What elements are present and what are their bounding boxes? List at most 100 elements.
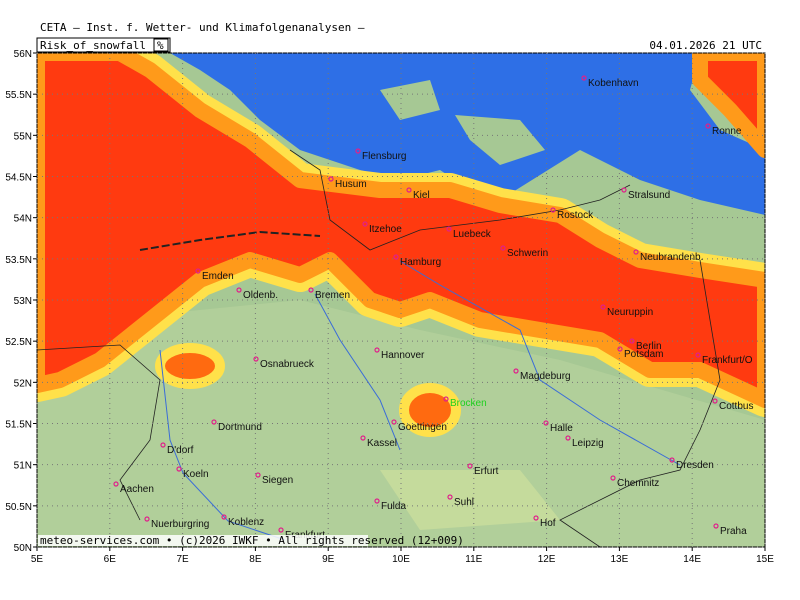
city-marker xyxy=(144,516,150,522)
risk-blob xyxy=(155,343,225,389)
lat-label: 55.5N xyxy=(5,90,32,101)
city-marker xyxy=(629,338,635,344)
city-marker xyxy=(308,287,314,293)
risk-zones xyxy=(37,53,765,437)
city-marker xyxy=(221,514,227,520)
lon-label: 13E xyxy=(611,554,629,565)
city-marker xyxy=(362,221,368,227)
land-shade xyxy=(380,470,560,530)
city-marker xyxy=(406,187,412,193)
city-label: Hannover xyxy=(381,350,425,361)
city-label: Koblenz xyxy=(228,517,264,528)
lat-label: 50.5N xyxy=(5,502,32,513)
city-label: Hamburg xyxy=(400,257,441,268)
lat-label: 51N xyxy=(14,461,32,472)
city-marker xyxy=(513,368,519,374)
city-label: Luebeck xyxy=(453,229,492,240)
city-marker xyxy=(705,123,711,129)
map-field xyxy=(37,53,765,547)
city-label: Cottbus xyxy=(719,401,753,412)
city-label: Dresden xyxy=(676,460,714,471)
city-marker xyxy=(374,347,380,353)
city-label: Halle xyxy=(550,423,573,434)
city-label: Koeln xyxy=(183,469,209,480)
city-label: Bremen xyxy=(315,290,350,301)
lon-label: 6E xyxy=(104,554,117,565)
parameter: Risk_of_snowfall xyxy=(40,39,146,52)
credit-bg xyxy=(38,535,368,546)
city-marker xyxy=(500,245,506,251)
city-marker xyxy=(600,304,606,310)
city-label: Neubrandenb. xyxy=(640,252,703,263)
city-label: Neuruppin xyxy=(607,307,653,318)
city-label: Frankfurt/O xyxy=(702,355,753,366)
unit-box xyxy=(153,38,169,52)
lon-label: 9E xyxy=(322,554,335,565)
city-marker xyxy=(446,226,452,232)
city-label: Osnabrueck xyxy=(260,359,315,370)
peak-label: Brocken xyxy=(450,398,487,409)
city-marker xyxy=(533,515,539,521)
city-label: Aachen xyxy=(120,484,154,495)
city-marker xyxy=(669,457,675,463)
city-marker xyxy=(195,268,201,274)
city-marker xyxy=(255,472,261,478)
city-marker xyxy=(391,419,397,425)
city-label: Kiel xyxy=(413,190,430,201)
city-marker xyxy=(633,249,639,255)
city-marker xyxy=(550,207,556,213)
city-label: Goettingen xyxy=(398,422,447,433)
city-label: Potsdam xyxy=(624,349,663,360)
lon-label: 10E xyxy=(392,554,410,565)
city-label: Oldenb. xyxy=(243,290,278,301)
lat-label: 54N xyxy=(14,214,32,225)
lon-label: 11E xyxy=(465,554,482,565)
city-marker xyxy=(712,398,718,404)
city-label: Ronne xyxy=(712,126,742,137)
city-label: Erfurt xyxy=(474,466,499,477)
city-marker xyxy=(236,287,242,293)
lon-label: 8E xyxy=(249,554,262,565)
city-marker xyxy=(278,527,284,533)
city-marker xyxy=(543,420,549,426)
city-label: D'dorf xyxy=(167,445,194,456)
islands xyxy=(380,80,545,165)
city-marker xyxy=(355,148,361,154)
city-label: Fulda xyxy=(381,501,406,512)
city-marker xyxy=(610,475,616,481)
city-label: Suhl xyxy=(454,497,474,508)
city-marker xyxy=(360,435,366,441)
city-label: Nuerburgring xyxy=(151,519,209,530)
lat-label: 55N xyxy=(14,131,32,142)
city-marker xyxy=(374,498,380,504)
peak-marker xyxy=(443,396,449,402)
city-label: Hof xyxy=(540,518,556,529)
city-marker xyxy=(393,254,399,260)
city-marker xyxy=(565,435,571,441)
lat-label: 52N xyxy=(14,378,32,389)
city-label: Leipzig xyxy=(572,438,604,449)
city-label: Rostock xyxy=(557,210,594,221)
city-marker xyxy=(447,494,453,500)
lon-label: 14E xyxy=(683,554,701,565)
city-label: Kassel xyxy=(367,438,397,449)
city-label: Magdeburg xyxy=(520,371,571,382)
unit: % xyxy=(157,39,164,52)
city-marker xyxy=(713,523,719,529)
city-marker xyxy=(176,466,182,472)
city-marker xyxy=(581,75,587,81)
city-label: Schwerin xyxy=(507,248,548,259)
city-label: Itzehoe xyxy=(369,224,402,235)
valid-time: 04.01.2026 21 UTC xyxy=(649,39,762,52)
risk-blob xyxy=(399,383,461,437)
city-label: Kobenhavn xyxy=(588,78,639,89)
city-marker xyxy=(328,176,334,182)
city-marker xyxy=(253,356,259,362)
institute-title: CETA — Inst. f. Wetter- und Klimafolgena… xyxy=(40,21,365,34)
lon-label: 5E xyxy=(31,554,44,565)
city-label: Stralsund xyxy=(628,190,670,201)
risk-high xyxy=(37,53,765,408)
lat-label: 53N xyxy=(14,296,32,307)
city-marker xyxy=(621,187,627,193)
